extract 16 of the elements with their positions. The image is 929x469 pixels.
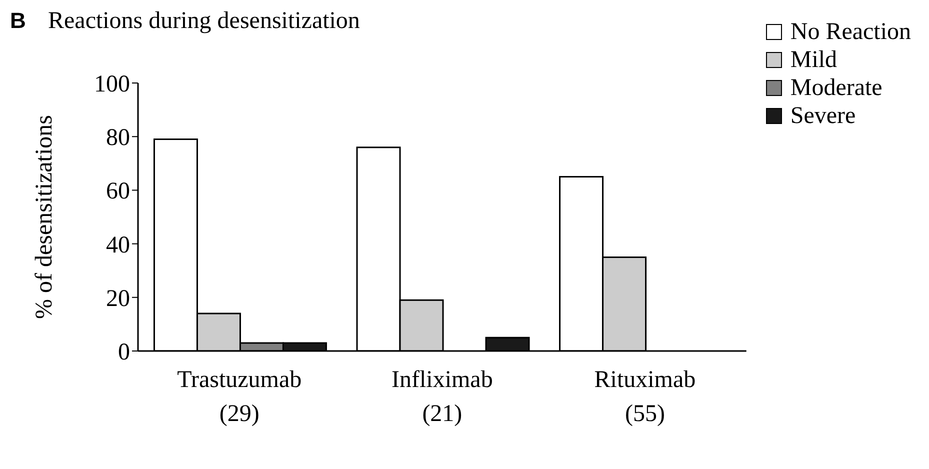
chart-title: Reactions during desensitization [48,8,360,35]
y-tick-label: 0 [118,340,130,366]
x-tick-label: Rituximab (55) [594,367,696,427]
y-tick-label: 20 [106,286,130,312]
legend-label: Severe [790,102,856,130]
y-tick-label: 40 [106,232,130,258]
legend-label: Moderate [790,74,882,102]
y-tick-label: 80 [106,125,130,152]
x-tick-label: Trastuzumab (29) [177,367,302,427]
y-axis-title: % of desensitizations [32,115,58,319]
y-tick-label: 100 [94,72,130,98]
legend-label: Mild [790,46,838,74]
x-tick-label: Infliximab (21) [392,367,493,427]
text: B [10,8,26,34]
y-tick-label: 60 [106,178,130,205]
legend-label: No Reaction [790,18,911,46]
